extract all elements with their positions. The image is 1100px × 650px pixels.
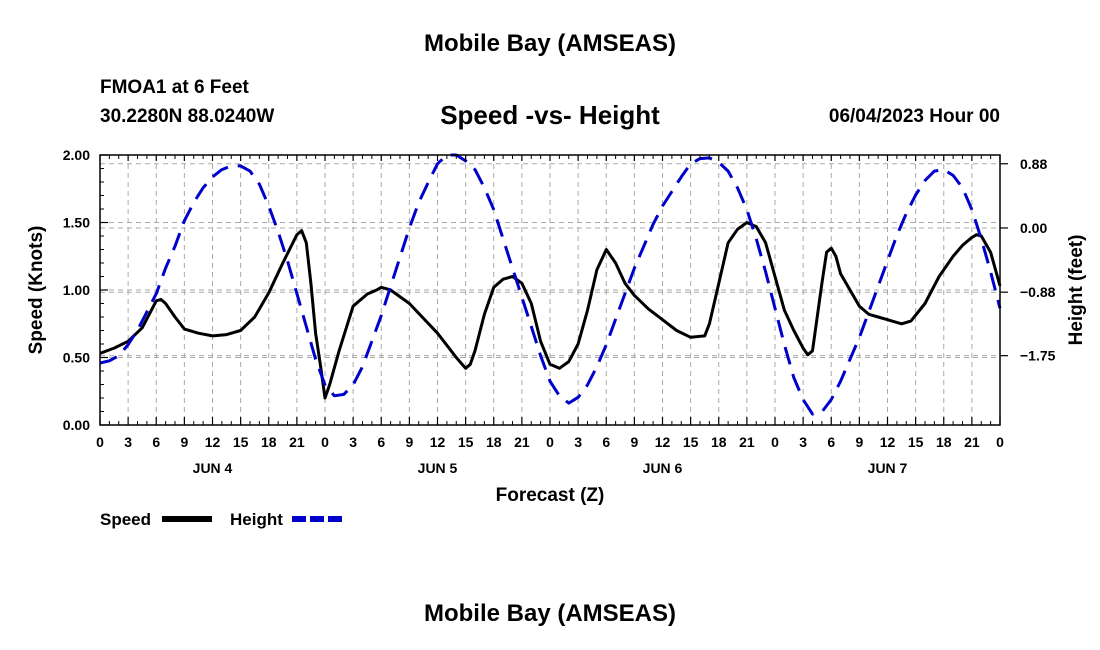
x-tick-label: 18 — [261, 434, 277, 450]
station-label: FMOA1 at 6 Feet — [100, 77, 249, 98]
y-tick-label: 0.00 — [63, 417, 90, 433]
x-tick-label: 3 — [574, 434, 582, 450]
x-tick-label: 9 — [180, 434, 188, 450]
y2-tick-label: 0.00 — [1020, 220, 1047, 236]
x-tick-label: 9 — [630, 434, 638, 450]
x-tick-label: 12 — [205, 434, 221, 450]
x-tick-label: 0 — [771, 434, 779, 450]
x-tick-label: 21 — [739, 434, 755, 450]
x-tick-label: 15 — [233, 434, 249, 450]
forecast-datetime: 06/04/2023 Hour 00 — [828, 106, 1000, 127]
grid-layer — [100, 155, 1000, 425]
y2-tick-label: −0.88 — [1020, 284, 1056, 300]
x-tick-label: 0 — [321, 434, 329, 450]
tick-layer: 0 3 6 9 12 15 18 21 0 3 6 9 12 15 18 21 0 3 6 9 12 15 18 21 0 3 6 9… — [63, 147, 1056, 476]
legend-label-height: Height — [230, 510, 283, 529]
y-axis-title: Speed (Knots) — [26, 226, 47, 355]
series-layer — [99, 153, 1002, 416]
x-tick-label: 6 — [602, 434, 610, 450]
legend-label-speed: Speed — [100, 510, 151, 529]
day-label: JUN 5 — [418, 460, 458, 476]
x-tick-label: 6 — [377, 434, 385, 450]
x-tick-label: 21 — [514, 434, 530, 450]
day-label: JUN 7 — [868, 460, 908, 476]
x-tick-label: 12 — [655, 434, 671, 450]
x-tick-label: 21 — [964, 434, 980, 450]
x-tick-label: 18 — [711, 434, 727, 450]
series-line-height — [99, 153, 1002, 416]
x-tick-label: 9 — [405, 434, 413, 450]
x-tick-label: 3 — [124, 434, 132, 450]
x-axis-title: Forecast (Z) — [496, 485, 605, 506]
x-tick-label: 3 — [799, 434, 807, 450]
y2-axis-title: Height (feet) — [1066, 235, 1087, 346]
y-tick-label: 0.50 — [63, 350, 90, 366]
y-tick-label: 2.00 — [63, 147, 90, 163]
x-tick-label: 15 — [908, 434, 924, 450]
coordinates-label: 30.2280N 88.0240W — [100, 106, 275, 127]
x-tick-label: 6 — [827, 434, 835, 450]
x-tick-label: 18 — [936, 434, 952, 450]
day-label: JUN 6 — [643, 460, 683, 476]
x-tick-label: 12 — [880, 434, 896, 450]
x-tick-label: 21 — [289, 434, 305, 450]
x-tick-label: 3 — [349, 434, 357, 450]
x-tick-label: 9 — [855, 434, 863, 450]
legend: Speed Height — [100, 510, 342, 529]
x-tick-label: 0 — [96, 434, 104, 450]
y2-tick-label: −1.75 — [1020, 348, 1056, 364]
x-tick-label: 15 — [458, 434, 474, 450]
day-label: JUN 4 — [193, 460, 233, 476]
footer-title: Mobile Bay (AMSEAS) — [423, 600, 677, 627]
main-title: Mobile Bay (AMSEAS) — [423, 30, 677, 57]
x-tick-label: 18 — [486, 434, 502, 450]
y2-tick-label: 0.88 — [1020, 156, 1047, 172]
x-tick-label: 12 — [430, 434, 446, 450]
chart-subtitle: Speed -vs- Height — [440, 100, 660, 130]
series-line-speed — [99, 221, 1002, 400]
x-tick-label: 0 — [546, 434, 554, 450]
x-tick-label: 0 — [996, 434, 1004, 450]
x-tick-label: 6 — [152, 434, 160, 450]
x-tick-label: 15 — [683, 434, 699, 450]
y-tick-label: 1.50 — [63, 215, 90, 231]
y-tick-label: 1.00 — [63, 282, 90, 298]
